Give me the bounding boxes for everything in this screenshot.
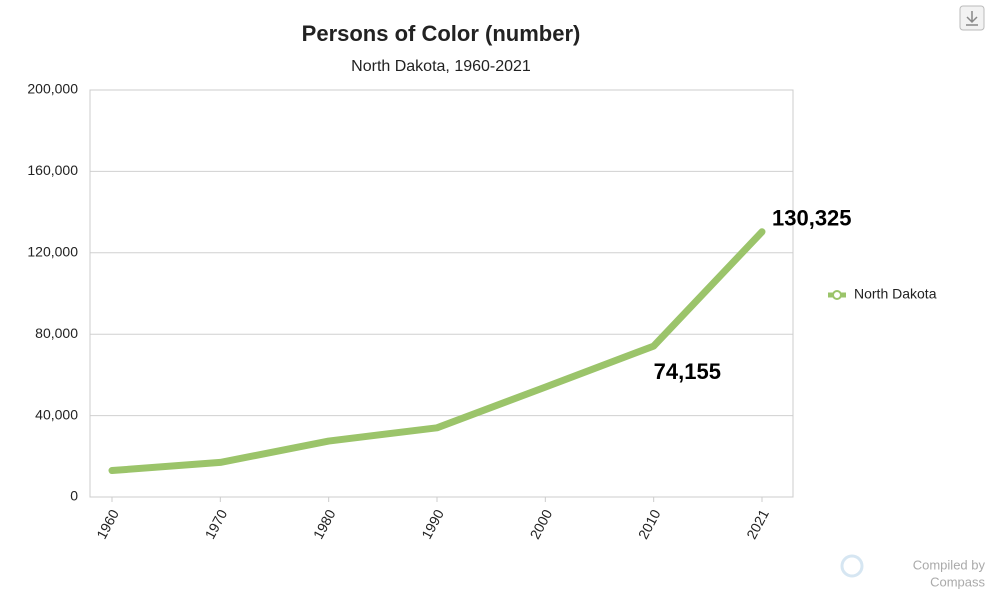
download-icon[interactable] <box>966 11 978 26</box>
chart-subtitle: North Dakota, 1960-2021 <box>351 58 531 75</box>
y-tick-label: 160,000 <box>27 162 78 178</box>
x-tick-label: 1980 <box>310 506 339 541</box>
y-tick-label: 40,000 <box>35 406 78 422</box>
y-tick-label: 120,000 <box>27 244 78 260</box>
logo <box>840 554 864 578</box>
credit-logo <box>840 554 864 578</box>
credit-text: Compiled by <box>913 557 986 572</box>
chart-title: Persons of Color (number) <box>302 21 581 46</box>
x-tick-label: 1990 <box>418 506 447 541</box>
y-tick-label: 80,000 <box>35 325 78 341</box>
x-tick-label: 2000 <box>526 506 555 541</box>
x-tick-label: 2010 <box>635 506 664 541</box>
plot-border <box>89 89 794 498</box>
x-tick-label: 2021 <box>743 506 772 541</box>
x-tick-label: 1960 <box>93 506 122 541</box>
download-button[interactable] <box>959 5 985 31</box>
credit-text: Compass <box>930 574 985 589</box>
legend-label: North Dakota <box>854 286 937 302</box>
series-line <box>108 228 766 475</box>
legend-marker <box>832 290 842 300</box>
y-tick-label: 200,000 <box>27 81 78 97</box>
data-label: 130,325 <box>772 206 852 231</box>
data-label: 74,155 <box>654 359 721 384</box>
y-tick-label: 0 <box>70 488 78 504</box>
x-tick-label: 1970 <box>201 506 230 541</box>
